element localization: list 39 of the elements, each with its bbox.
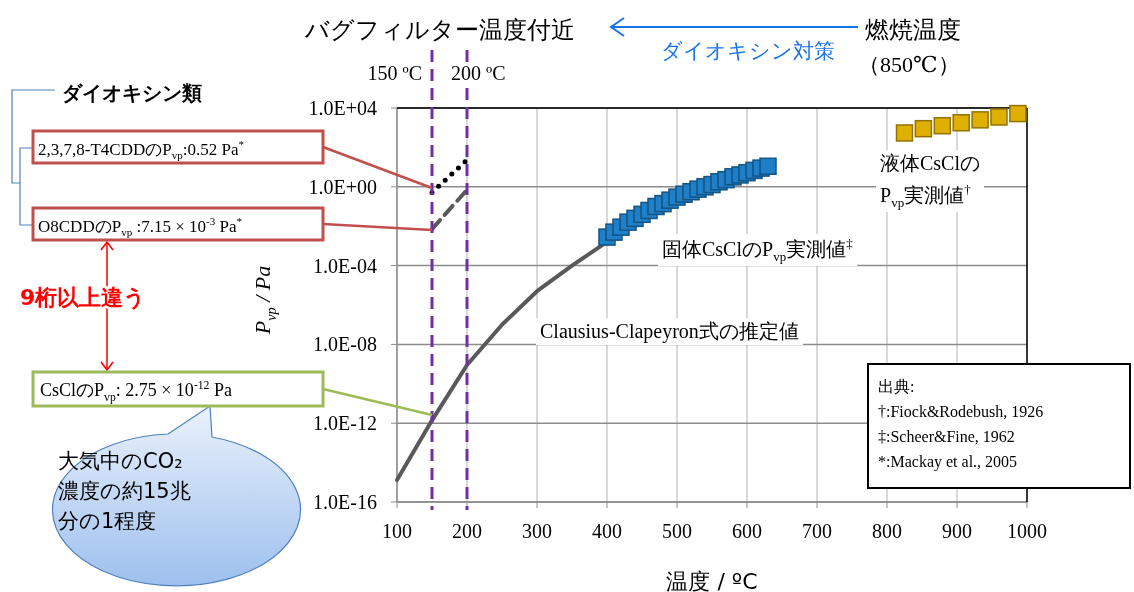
point bbox=[895, 124, 914, 142]
point bbox=[1009, 104, 1027, 123]
x-axis-title: 温度 / ºC bbox=[666, 569, 758, 592]
text: ダイオキシン対策 bbox=[661, 39, 835, 63]
series-label: 固体CsClのP$_{vp}$実測値$^{‡}$ bbox=[662, 236, 854, 264]
point bbox=[952, 114, 970, 132]
point bbox=[759, 157, 777, 176]
point bbox=[990, 108, 1008, 126]
series-label: 液体CsClの P$_{vp}$実測値$^{†}$ bbox=[880, 152, 981, 210]
x-tick-label: 600 bbox=[732, 520, 762, 542]
text: 大気中のCO₂濃度の約15兆分の1程度 bbox=[58, 449, 191, 533]
text: ダイオキシン類 bbox=[62, 81, 202, 105]
x-tick-label: 200 bbox=[452, 520, 482, 542]
text: バグフィルター温度付近 bbox=[304, 16, 575, 44]
y-tick-label: 1.0E-16 bbox=[313, 491, 377, 513]
y-tick-label: 1.0E-12 bbox=[313, 412, 377, 435]
text: （850℃） bbox=[858, 52, 960, 77]
ref-line-label: 150 ºC bbox=[367, 62, 422, 84]
point bbox=[914, 119, 933, 138]
x-tick-label: 500 bbox=[662, 520, 692, 542]
x-tick-label: 1000 bbox=[1007, 520, 1047, 542]
x-tick-label: 100 bbox=[382, 520, 412, 542]
x-tick-label: 300 bbox=[522, 520, 552, 542]
series-label: Clausius-Clapeyron式の推定値 bbox=[540, 320, 799, 343]
x-tick-label: 800 bbox=[872, 520, 902, 542]
text: O8CDDのP$_{vp}$ :7.15 × 10$^{-3}$ Pa$^{*}$ bbox=[38, 215, 242, 239]
text: 燃焼温度 bbox=[865, 16, 961, 44]
x-tick-label: 900 bbox=[942, 520, 972, 542]
y-tick-label: 1.0E+00 bbox=[308, 175, 377, 198]
y-tick-label: 1.0E-08 bbox=[313, 333, 377, 356]
text: 2,3,7,8-T4CDDのP$_{vp}$:0.52 Pa$^{*}$ bbox=[38, 138, 244, 162]
point bbox=[971, 111, 989, 129]
x-tick-label: 400 bbox=[592, 520, 622, 542]
text: CsClのP$_{vp}$: 2.75 × 10$^{-12}$ Pa bbox=[40, 378, 232, 404]
y-tick-label: 1.0E-04 bbox=[313, 254, 377, 277]
annotation: 出典: †:Fiock&Rodebush, 1926 ‡:Scheer&Fine, 1962 *:Mackay et al., 2005 bbox=[878, 378, 1044, 471]
point bbox=[933, 116, 952, 135]
y-tick-label: 1.0E+04 bbox=[308, 97, 377, 119]
x-tick-label: 700 bbox=[802, 520, 832, 542]
